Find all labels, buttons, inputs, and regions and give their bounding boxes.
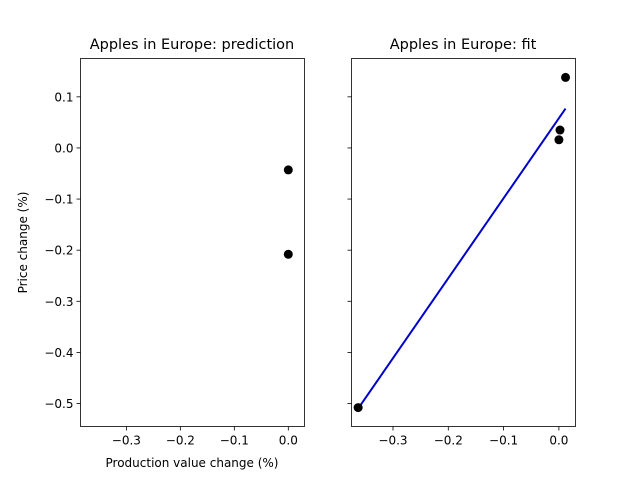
- fit-panel: Apples in Europe: fit −0.3 −0.2 −0.1 0.0: [347, 37, 576, 448]
- fit-line: [357, 108, 567, 410]
- fit-line-layer: [357, 108, 567, 410]
- data-point: [555, 125, 565, 135]
- y-tick-label: −0.3: [44, 295, 73, 309]
- fit-points: [353, 72, 571, 413]
- y-tick-label: 0.1: [54, 90, 73, 104]
- y-tick-label: 0.0: [54, 141, 73, 155]
- data-point: [554, 135, 564, 145]
- x-tick-label: −0.2: [166, 434, 195, 448]
- prediction-title: Apples in Europe: prediction: [90, 37, 295, 53]
- data-point: [353, 403, 363, 413]
- prediction-axes-frame: [80, 58, 305, 427]
- x-tick-label: 0.0: [549, 434, 568, 448]
- prediction-x-ticks: −0.3 −0.2 −0.1 0.0: [112, 426, 298, 448]
- y-tick-label: −0.1: [44, 193, 73, 207]
- fit-axes-frame: [351, 58, 576, 427]
- x-tick-label: 0.0: [279, 434, 298, 448]
- x-tick-label: −0.3: [112, 434, 141, 448]
- data-point: [283, 249, 293, 259]
- data-point: [283, 165, 293, 175]
- fit-x-ticks: −0.3 −0.2 −0.1 0.0: [378, 426, 568, 448]
- prediction-x-axis-label: Production value change (%): [106, 456, 279, 470]
- fit-title: Apples in Europe: fit: [390, 37, 537, 53]
- prediction-y-ticks: 0.1 0.0 −0.1 −0.2 −0.3 −0.4 −0.5: [44, 90, 81, 411]
- x-tick-label: −0.1: [489, 434, 518, 448]
- prediction-y-axis-label: Price change (%): [16, 192, 30, 294]
- data-point: [561, 72, 571, 82]
- y-tick-label: −0.2: [44, 244, 73, 258]
- prediction-panel: Apples in Europe: prediction −0.3 −0.2 −0.…: [16, 37, 305, 470]
- y-tick-label: −0.5: [44, 397, 73, 411]
- x-tick-label: −0.2: [434, 434, 463, 448]
- x-tick-label: −0.1: [220, 434, 249, 448]
- x-tick-label: −0.3: [378, 434, 407, 448]
- y-tick-label: −0.4: [44, 346, 73, 360]
- fit-y-ticks: [347, 96, 352, 404]
- prediction-points: [283, 165, 293, 259]
